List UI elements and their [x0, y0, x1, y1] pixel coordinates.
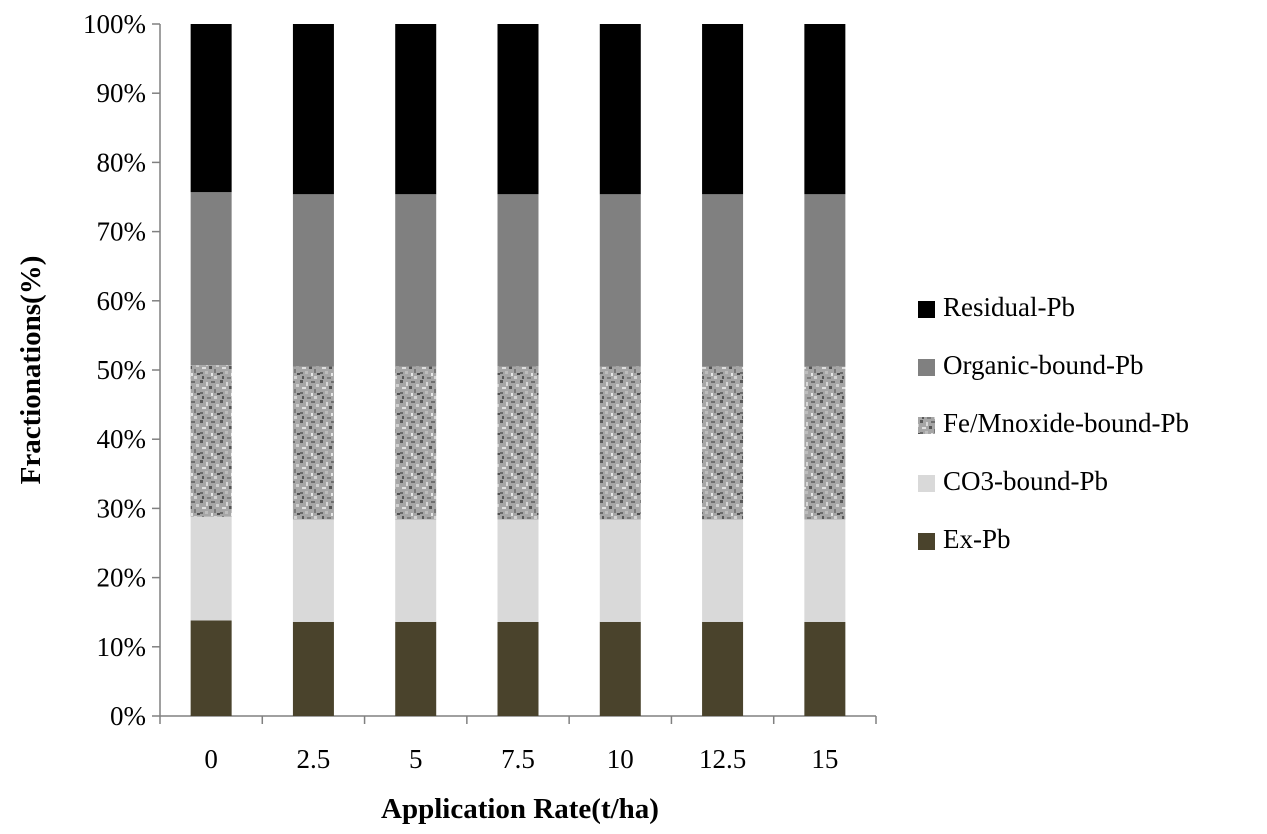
bar-segment-ex-pb	[497, 621, 539, 716]
bar-segment-organic-bound-pb	[190, 192, 232, 366]
legend-swatch	[918, 301, 935, 318]
bar-segment-residual-pb	[292, 24, 334, 195]
y-tick-label: 30%	[97, 493, 147, 523]
bar-segment-residual-pb	[804, 24, 846, 195]
bar-segment-ex-pb	[292, 621, 334, 716]
bar-segment-fe-mnoxide-bound-pb	[292, 366, 334, 520]
bar-segment-co3-bound-pb	[395, 519, 437, 622]
y-tick-label: 20%	[97, 563, 147, 593]
legend-label: Fe/Mnoxide-bound-Pb	[943, 408, 1189, 438]
x-tick-label: 0	[204, 744, 218, 774]
bar-segment-fe-mnoxide-bound-pb	[395, 366, 437, 520]
bar-segment-co3-bound-pb	[190, 516, 232, 621]
x-tick-label: 15	[811, 744, 838, 774]
bar-segment-residual-pb	[190, 24, 232, 193]
legend-label: Organic-bound-Pb	[943, 350, 1143, 380]
y-tick-label: 10%	[97, 632, 147, 662]
x-tick-label: 2.5	[297, 744, 331, 774]
bar-segment-organic-bound-pb	[497, 194, 539, 367]
bar-segment-co3-bound-pb	[292, 519, 334, 622]
bar-segment-co3-bound-pb	[804, 519, 846, 622]
legend-label: Residual-Pb	[943, 292, 1075, 322]
bar-segment-ex-pb	[599, 621, 641, 716]
bar-segment-residual-pb	[599, 24, 641, 195]
bar-segment-residual-pb	[395, 24, 437, 195]
bar-segment-ex-pb	[395, 621, 437, 716]
bar-segment-fe-mnoxide-bound-pb	[804, 366, 846, 520]
x-axis-title: Application Rate(t/ha)	[381, 793, 659, 825]
bar-segment-organic-bound-pb	[804, 194, 846, 367]
legend-swatch	[918, 475, 935, 492]
y-tick-label: 0%	[110, 701, 146, 731]
x-tick-label: 12.5	[699, 744, 746, 774]
x-tick-label: 5	[409, 744, 423, 774]
x-tick-label: 7.5	[501, 744, 535, 774]
y-tick-label: 60%	[97, 286, 147, 316]
bar-segment-co3-bound-pb	[599, 519, 641, 622]
bar-segment-fe-mnoxide-bound-pb	[190, 365, 232, 517]
y-tick-label: 90%	[97, 78, 147, 108]
legend-swatch	[918, 533, 935, 550]
x-tick-label: 10	[607, 744, 634, 774]
legend-label: CO3-bound-Pb	[943, 466, 1108, 496]
y-tick-label: 80%	[97, 147, 147, 177]
bar-segment-fe-mnoxide-bound-pb	[599, 366, 641, 520]
bar-segment-organic-bound-pb	[395, 194, 437, 367]
bar-segment-co3-bound-pb	[497, 519, 539, 622]
bar-segment-organic-bound-pb	[599, 194, 641, 367]
y-tick-label: 50%	[97, 355, 147, 385]
bar-segment-fe-mnoxide-bound-pb	[497, 366, 539, 520]
bar-segment-ex-pb	[804, 621, 846, 716]
bar-segment-co3-bound-pb	[702, 519, 744, 622]
bar-segment-fe-mnoxide-bound-pb	[702, 366, 744, 520]
bar-segment-ex-pb	[190, 620, 232, 716]
bar-segment-ex-pb	[702, 621, 744, 716]
y-tick-label: 40%	[97, 424, 147, 454]
bar-segment-residual-pb	[702, 24, 744, 195]
y-tick-label: 70%	[97, 217, 147, 247]
bar-segment-residual-pb	[497, 24, 539, 195]
bar-segment-organic-bound-pb	[702, 194, 744, 367]
bar-segment-organic-bound-pb	[292, 194, 334, 367]
y-tick-label: 100%	[83, 9, 146, 39]
y-axis-title: Fractionations(%)	[15, 256, 47, 485]
legend-swatch	[918, 417, 935, 434]
legend-label: Ex-Pb	[943, 524, 1011, 554]
legend-swatch	[918, 359, 935, 376]
